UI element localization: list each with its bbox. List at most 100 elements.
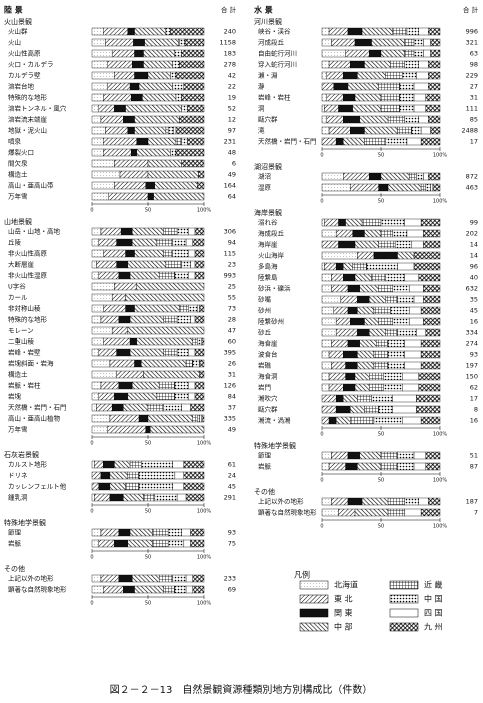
bar-segment bbox=[109, 482, 126, 491]
bar-segment bbox=[321, 60, 330, 69]
bar-segment bbox=[404, 38, 415, 47]
tick-label: 0 bbox=[320, 153, 323, 159]
bar-segment bbox=[91, 82, 108, 91]
bar-segment bbox=[402, 383, 419, 392]
tick-label: 50 bbox=[145, 441, 151, 447]
bar-segment bbox=[352, 229, 365, 238]
row-label: 岩峰・岩柱 bbox=[258, 93, 291, 102]
bar-segment bbox=[413, 104, 427, 113]
bar-segment bbox=[199, 414, 202, 423]
bar-segment bbox=[328, 350, 344, 359]
bar-segment bbox=[404, 497, 419, 506]
legend-label: 関 東 bbox=[334, 608, 353, 618]
row-total: 49 bbox=[228, 171, 236, 179]
bar-segment bbox=[402, 372, 419, 381]
bar-segment bbox=[420, 183, 427, 192]
row-total: 23 bbox=[228, 261, 236, 269]
bar-segment bbox=[184, 38, 205, 47]
bar-segment bbox=[114, 104, 126, 113]
bar-segment bbox=[416, 71, 429, 80]
row-label: 顕著な自然現象地形 bbox=[258, 508, 317, 517]
bar-segment bbox=[147, 137, 177, 146]
bar-segment bbox=[420, 218, 441, 227]
bar-segment bbox=[369, 372, 384, 381]
bar-segment bbox=[185, 585, 194, 594]
bar-segment bbox=[100, 471, 111, 480]
bar-segment bbox=[347, 339, 360, 348]
bar-segment bbox=[134, 359, 142, 368]
bar-segment bbox=[108, 192, 149, 201]
row-total: 45 bbox=[228, 483, 236, 491]
bar-segment bbox=[357, 251, 375, 260]
row-total: 115 bbox=[224, 250, 236, 258]
bar-segment bbox=[321, 497, 332, 506]
bar-segment bbox=[420, 306, 441, 315]
bar-segment bbox=[328, 126, 351, 135]
row-total: 93 bbox=[470, 351, 478, 359]
legend-swatch bbox=[389, 622, 419, 632]
bar-segment bbox=[402, 416, 422, 425]
bar-segment bbox=[134, 249, 164, 258]
bar-segment bbox=[144, 38, 179, 47]
group-title: 火山景観 bbox=[4, 17, 32, 26]
tick-label: 0 bbox=[90, 208, 93, 214]
row-total: 231 bbox=[224, 138, 236, 146]
bar-segment bbox=[350, 317, 365, 326]
row-total: 6 bbox=[232, 160, 236, 168]
bar-segment bbox=[172, 574, 187, 583]
bar-segment bbox=[190, 315, 196, 324]
row-label: 構造土 bbox=[8, 170, 28, 179]
group-title: 石灰岩景観 bbox=[4, 450, 39, 459]
row-total: 64 bbox=[228, 193, 236, 201]
bar-segment bbox=[357, 71, 386, 80]
bar-segment bbox=[98, 392, 115, 401]
bar-segment bbox=[125, 104, 182, 113]
bar-segment bbox=[91, 493, 95, 502]
bar-segment bbox=[350, 416, 375, 425]
tick-label: 0 bbox=[90, 601, 93, 607]
bar-segment bbox=[345, 462, 358, 471]
row-label: 峡谷・渓谷 bbox=[258, 27, 291, 36]
bar-segment bbox=[91, 170, 121, 179]
row-total: 872 bbox=[466, 173, 478, 181]
bar-segment bbox=[181, 93, 205, 102]
bar-segment bbox=[167, 126, 174, 135]
bar-segment bbox=[192, 414, 198, 423]
bar-segment bbox=[91, 460, 95, 469]
bar-segment bbox=[181, 104, 188, 113]
bar-segment bbox=[380, 104, 401, 113]
row-label: 爆裂火口 bbox=[8, 148, 34, 157]
bar-segment bbox=[359, 284, 379, 293]
bar-segment bbox=[397, 262, 415, 271]
bar-segment bbox=[425, 93, 441, 102]
bar-segment bbox=[107, 60, 133, 69]
row-total: 278 bbox=[224, 61, 236, 69]
bar-segment bbox=[114, 539, 129, 548]
bar-segment bbox=[188, 348, 196, 357]
bar-segment bbox=[105, 38, 134, 47]
row-total: 94 bbox=[228, 239, 236, 247]
bar-segment bbox=[430, 126, 441, 135]
bar-segment bbox=[345, 218, 363, 227]
bar-segment bbox=[91, 181, 115, 190]
bar-segment bbox=[387, 183, 422, 192]
row-label: 特殊的な地形 bbox=[8, 93, 48, 102]
bar-segment bbox=[192, 359, 200, 368]
bar-segment bbox=[359, 115, 389, 124]
bar-segment bbox=[404, 273, 419, 282]
bar-segment bbox=[133, 38, 145, 47]
row-label: 岩塊 bbox=[8, 392, 22, 401]
row-label: 瀞 bbox=[258, 82, 265, 91]
bar-segment bbox=[91, 148, 104, 157]
bar-segment bbox=[371, 273, 386, 282]
row-total: 14 bbox=[470, 252, 478, 260]
row-label: 丘陵 bbox=[8, 238, 22, 247]
bar-segment bbox=[199, 359, 205, 368]
bar-segment bbox=[185, 493, 205, 502]
bar-segment bbox=[404, 218, 422, 227]
bar-segment bbox=[404, 350, 422, 359]
bar-segment bbox=[134, 115, 180, 124]
bar-segment bbox=[321, 383, 330, 392]
bar-segment bbox=[134, 126, 167, 135]
bar-segment bbox=[175, 137, 182, 146]
